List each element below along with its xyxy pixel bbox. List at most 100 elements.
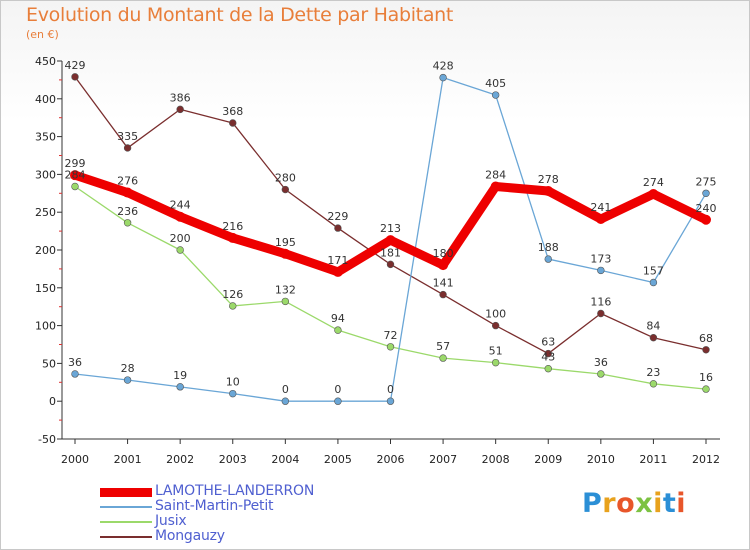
logo-letter: x [635, 488, 654, 519]
data-point [281, 297, 290, 306]
data-point [648, 189, 659, 200]
data-point [123, 219, 132, 227]
data-point [281, 397, 290, 405]
logo-letter: i [653, 488, 663, 519]
y-tick-label: 250 [35, 206, 56, 219]
data-point [176, 105, 184, 114]
data-label: 229 [327, 210, 348, 223]
y-tick-label: 400 [35, 93, 56, 106]
data-label: 51 [489, 345, 503, 358]
data-label: 171 [327, 254, 348, 267]
logo-letter: t [662, 488, 677, 519]
data-point [702, 346, 710, 354]
data-point [332, 266, 343, 277]
data-point [386, 260, 395, 269]
data-point [281, 185, 290, 194]
data-label: 28 [121, 362, 135, 375]
x-tick-label: 2009 [534, 453, 562, 466]
x-tick-label: 2002 [166, 453, 194, 466]
y-tick-label: 200 [35, 244, 56, 257]
data-label: 94 [331, 312, 345, 325]
data-point [490, 181, 501, 192]
data-label: 275 [696, 175, 717, 188]
legend-swatch [100, 536, 152, 538]
data-label: 173 [590, 252, 611, 265]
data-label: 274 [643, 176, 664, 189]
data-point [649, 380, 658, 388]
x-tick-label: 2005 [324, 453, 352, 466]
data-point [334, 326, 342, 334]
data-label: 216 [222, 220, 243, 233]
data-label: 188 [538, 241, 559, 254]
data-label: 335 [117, 130, 138, 143]
data-label: 240 [696, 202, 717, 215]
data-label: 132 [275, 283, 296, 296]
legend: LAMOTHE-LANDERRON Saint-Martin-Petit Jusix… [100, 484, 360, 544]
data-point [702, 385, 710, 393]
y-tick-label: -50 [38, 433, 56, 446]
data-point [543, 186, 554, 197]
data-label: 141 [433, 277, 454, 290]
data-point [229, 302, 237, 310]
legend-label: Saint-Martin-Petit [155, 498, 274, 514]
data-label: 0 [282, 383, 289, 396]
logo-letter: o [616, 488, 636, 519]
x-tick-label: 2012 [692, 453, 720, 466]
data-label: 157 [643, 265, 664, 278]
data-label: 126 [222, 288, 243, 301]
data-label: 278 [538, 173, 559, 186]
chart-title: Evolution du Montant de la Dette par Hab… [26, 4, 454, 26]
data-label: 200 [170, 232, 191, 245]
data-point [385, 235, 396, 246]
legend-item: Mongauzy [100, 529, 360, 544]
y-tick-label: 150 [35, 282, 56, 295]
x-tick-label: 2004 [271, 453, 299, 466]
data-label: 241 [590, 201, 611, 214]
data-label: 100 [485, 308, 506, 321]
data-label: 276 [117, 175, 138, 188]
legend-swatch [100, 506, 152, 508]
y-tick-label: 350 [35, 131, 56, 144]
data-point [123, 376, 132, 384]
proxiti-logo: Proxiti [582, 488, 686, 519]
y-tick-label: 0 [49, 395, 56, 408]
data-label: 428 [433, 60, 454, 73]
x-tick-label: 2007 [429, 453, 457, 466]
data-point [701, 214, 711, 225]
data-labels: 4293353863682802291811411006311684682842… [65, 59, 717, 396]
data-label: 63 [541, 336, 555, 349]
data-label: 72 [384, 329, 398, 342]
x-tick-label: 2003 [219, 453, 247, 466]
x-tick-label: 2010 [587, 453, 615, 466]
logo-letter: r [602, 488, 617, 519]
data-label: 368 [222, 105, 243, 118]
legend-label: Mongauzy [155, 528, 225, 544]
data-label: 213 [380, 222, 401, 235]
data-point [229, 389, 237, 398]
data-point [491, 358, 500, 367]
data-point [71, 370, 79, 378]
x-tick-label: 2011 [639, 453, 667, 466]
data-label: 57 [436, 340, 450, 353]
data-label: 280 [275, 172, 296, 185]
data-label: 43 [541, 351, 555, 364]
data-label: 0 [334, 383, 341, 396]
data-point [491, 91, 500, 99]
data-label: 405 [485, 77, 506, 90]
data-point [439, 354, 447, 362]
data-label: 36 [594, 356, 608, 369]
data-label: 181 [380, 246, 401, 259]
data-label: 180 [433, 247, 454, 260]
legend-item: LAMOTHE-LANDERRON [100, 484, 360, 499]
data-point [595, 214, 606, 225]
data-label: 16 [699, 371, 713, 384]
y-tick-label: 450 [35, 55, 56, 68]
data-label: 284 [485, 168, 506, 181]
legend-swatch [100, 487, 152, 497]
legend-label: Jusix [155, 513, 187, 529]
data-label: 116 [590, 296, 611, 309]
data-label: 299 [65, 157, 86, 170]
legend-item: Jusix [100, 514, 360, 529]
